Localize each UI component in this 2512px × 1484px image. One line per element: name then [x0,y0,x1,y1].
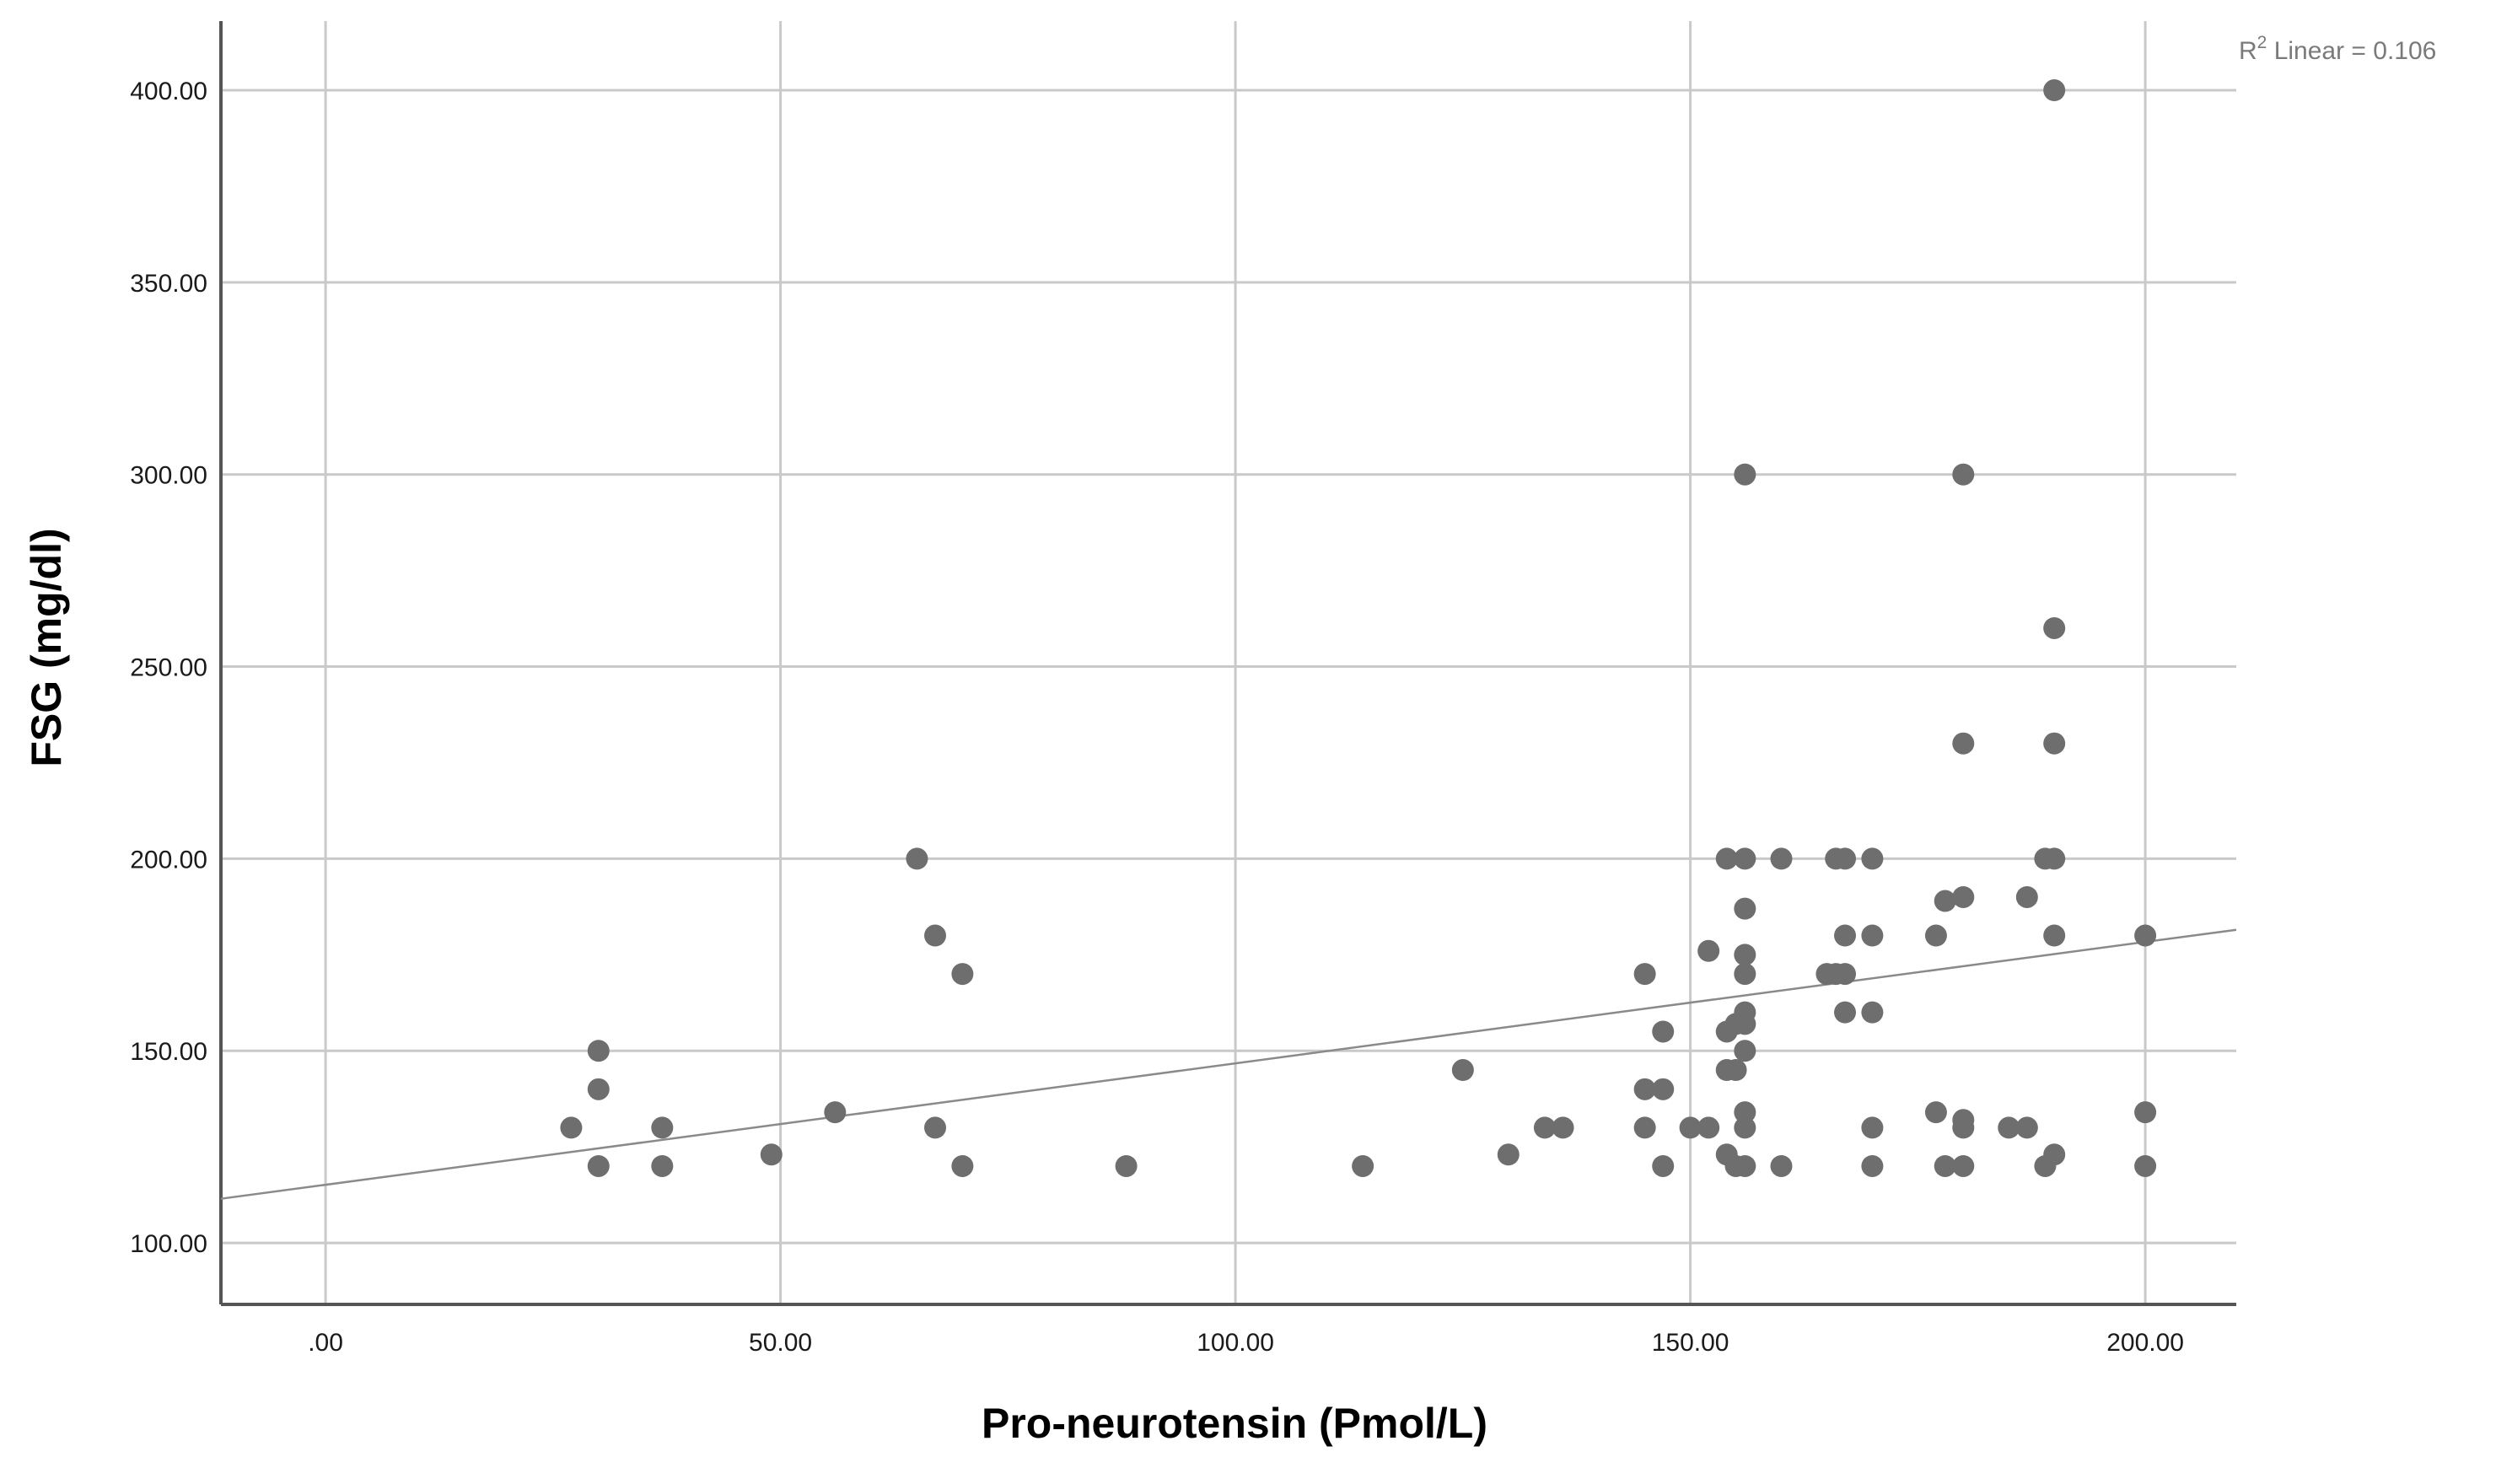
data-point [1652,1020,1675,1043]
data-point [2043,924,2066,947]
data-point [1924,1101,1947,1124]
data-point [1552,1116,1574,1139]
data-point [906,847,928,870]
data-point [2043,1143,2066,1166]
data-point [1952,732,1975,755]
fit-line-layer [220,928,2237,1200]
data-point [1734,897,1756,920]
data-point [1652,1154,1675,1177]
data-point [2134,1154,2157,1177]
y-tick-label: 250.00 [130,654,207,682]
data-point [1633,1116,1656,1139]
data-point [1734,944,1756,966]
data-point [1633,1078,1656,1100]
tick-labels: .00 50.00 100.00 150.00 200.00 100.00 150.00 20… [130,78,2184,1357]
data-point [951,1154,974,1177]
r-squared-value: Linear = 0.106 [2267,37,2436,65]
data-point [1734,1101,1756,1124]
r-squared-prefix: R [2239,37,2257,65]
data-point [587,1040,610,1062]
data-point [1861,1001,1884,1024]
data-point [1724,1059,1747,1082]
linear-fit-line [220,928,2237,1200]
data-point [1697,1116,1720,1139]
data-point [587,1154,610,1177]
data-point [651,1154,674,1177]
data-point [2134,924,2157,947]
data-point [1734,963,1756,986]
data-point [2043,616,2066,639]
data-point [2043,79,2066,102]
x-tick-label: 200.00 [2106,1329,2184,1357]
r-squared-annotation: R2 Linear = 0.106 [2239,33,2436,65]
y-tick-label: 200.00 [130,846,207,874]
data-point [824,1101,847,1124]
data-point [1734,1154,1756,1177]
r-squared-superscript: 2 [2257,33,2267,52]
data-point [1861,1116,1884,1139]
data-point [1952,1116,1975,1139]
data-points [560,79,2157,1177]
data-point [1834,1001,1857,1024]
x-tick-label: 50.00 [749,1329,812,1357]
data-point [1633,963,1656,986]
data-point [1834,924,1857,947]
y-tick-label: 350.00 [130,270,207,298]
data-point [1734,1013,1756,1035]
y-axis-title: FSG (mg/dl) [23,528,70,766]
y-tick-label: 300.00 [130,462,207,490]
data-point [587,1078,610,1100]
data-point [1115,1154,1138,1177]
data-point [2043,732,2066,755]
data-point [2015,885,2038,908]
data-point [2043,847,2066,870]
y-tick-label: 100.00 [130,1230,207,1258]
data-point [651,1116,674,1139]
data-point [2015,1116,2038,1139]
data-point [1834,847,1857,870]
data-point [1861,1154,1884,1177]
data-point [1770,847,1793,870]
data-point [1734,847,1756,870]
data-point [1451,1059,1474,1082]
data-point [1934,1154,1956,1177]
data-point [1998,1116,2020,1139]
data-point [1352,1154,1374,1177]
data-point [1952,885,1975,908]
data-point [560,1116,583,1139]
data-point [1734,463,1756,486]
data-point [1497,1143,1520,1166]
data-point [1861,924,1884,947]
data-point [1734,1116,1756,1139]
x-tick-label: 100.00 [1197,1329,1274,1357]
data-point [1861,847,1884,870]
data-point [1715,847,1738,870]
data-point [1734,1040,1756,1062]
axes [219,21,2236,1306]
x-axis-title: Pro-neurotensin (Pmol/L) [982,1400,1487,1447]
data-point [1834,963,1857,986]
data-point [951,963,974,986]
grid [221,21,2236,1304]
data-point [1679,1116,1702,1139]
x-tick-label: .00 [308,1329,343,1357]
data-point [924,1116,947,1139]
y-tick-label: 400.00 [130,78,207,105]
data-point [1952,1154,1975,1177]
data-point [924,924,947,947]
data-point [1697,939,1720,962]
data-point [1770,1154,1793,1177]
x-tick-label: 150.00 [1652,1329,1729,1357]
data-point [1533,1116,1556,1139]
data-point [2134,1101,2157,1124]
data-point [1952,463,1975,486]
y-tick-label: 150.00 [130,1038,207,1066]
data-point [1652,1078,1675,1100]
data-point [1934,890,1956,912]
data-point [1924,924,1947,947]
data-point [760,1143,783,1166]
